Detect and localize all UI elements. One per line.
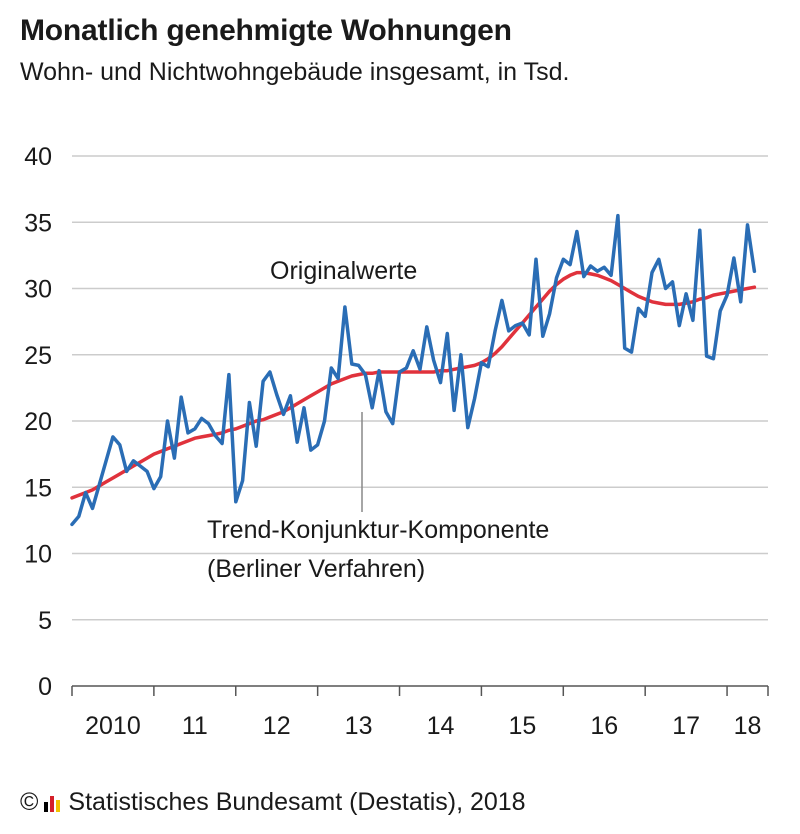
y-tick-label: 0 [38,673,52,701]
y-tick-label: 25 [24,342,52,370]
x-tick-label: 11 [182,712,208,740]
y-tick-label: 20 [24,408,52,436]
y-tick-label: 40 [24,143,52,171]
series [70,213,757,527]
annotation-trend-line2: (Berliner Verfahren) [207,555,425,583]
y-tick-label: 15 [24,474,52,502]
trend-series-line [70,270,757,500]
x-tick-label: 2010 [85,712,141,740]
source-text: Statistisches Bundesamt (Destatis), 2018 [68,788,526,816]
y-tick-label: 10 [24,541,52,569]
annotation-original: Originalwerte [270,257,417,285]
annotation-trend-line1: Trend-Konjunktur-Komponente [207,516,549,544]
x-tick-label: 14 [427,712,455,740]
x-tick-label: 13 [345,712,373,740]
x-tick-label: 16 [590,712,618,740]
x-tick-label: 15 [508,712,536,740]
y-tick-label: 35 [24,209,52,237]
x-tick-label: 12 [263,712,291,740]
chart-subtitle: Wohn- und Nichtwohngebäude insgesamt, in… [20,58,570,86]
copyright-symbol: © [20,788,39,816]
source-footer: © Statistisches Bundesamt (Destatis), 20… [20,788,526,817]
grid-lines [72,155,768,621]
chart-title: Monatlich genehmigte Wohnungen [20,14,512,47]
y-tick-label: 30 [24,276,52,304]
x-axis [71,685,769,696]
original-series-line [70,213,757,527]
y-tick-labels: 0 5 10 15 20 25 30 35 40 [24,143,52,701]
destatis-logo-icon [44,794,61,812]
x-tick-label: 17 [672,712,700,740]
y-tick-label: 5 [38,607,52,635]
x-tick-labels: 2010 11 12 13 14 15 16 17 18 [85,712,761,740]
x-tick-label: 18 [734,712,762,740]
